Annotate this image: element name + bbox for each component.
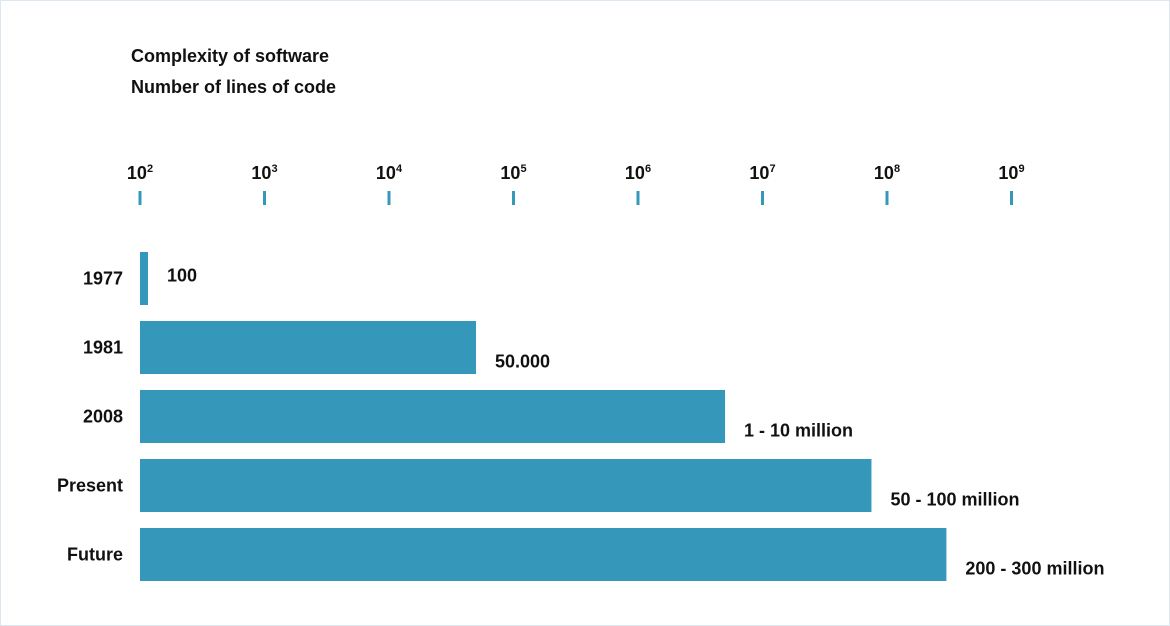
data-label: 100: [167, 266, 197, 286]
data-label: 200 - 300 million: [965, 559, 1104, 579]
bar-1977: [140, 252, 148, 305]
x-tick-label: 107: [749, 163, 775, 183]
category-label: 1977: [83, 269, 123, 289]
category-label: Present: [57, 476, 123, 496]
x-tick-label: 109: [998, 163, 1024, 183]
category-label: 1981: [83, 338, 123, 358]
category-label: 2008: [83, 407, 123, 427]
bar-future: [140, 528, 947, 581]
data-label: 50 - 100 million: [890, 490, 1019, 510]
data-label: 1 - 10 million: [744, 421, 853, 441]
bar-2008: [140, 390, 726, 443]
x-tick-label: 108: [874, 163, 900, 183]
chart-title: Complexity of software: [131, 46, 330, 66]
category-label: Future: [67, 545, 123, 565]
data-label: 50.000: [495, 352, 550, 372]
bar-present: [140, 459, 872, 512]
x-tick-label: 102: [127, 163, 153, 183]
x-tick-label: 104: [376, 163, 403, 183]
x-tick-label: 106: [625, 163, 651, 183]
x-tick-label: 105: [500, 163, 526, 183]
bar-1981: [140, 321, 477, 374]
chart-subtitle: Number of lines of code: [131, 77, 337, 97]
x-tick-label: 103: [251, 163, 277, 183]
